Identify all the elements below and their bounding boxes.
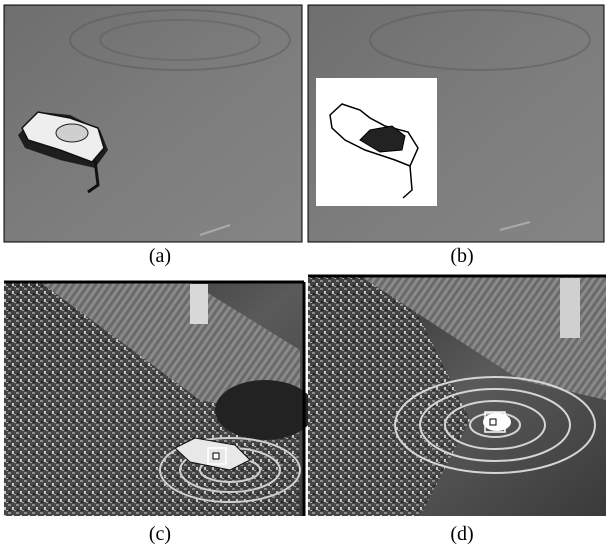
panel-b: (b)	[308, 5, 604, 267]
page: {"panels": [{"caption": "(a)"}, {"captio…	[0, 0, 608, 548]
caption: (c)	[149, 523, 171, 545]
panel-d: (d)	[308, 276, 606, 545]
caption: (d)	[450, 523, 473, 545]
caption: (b)	[450, 245, 473, 267]
panel-a: (a)	[4, 5, 302, 267]
figure: (a) (b) (c)	[0, 0, 608, 548]
panel-c: (c)	[4, 282, 315, 545]
caption: (a)	[149, 245, 171, 267]
